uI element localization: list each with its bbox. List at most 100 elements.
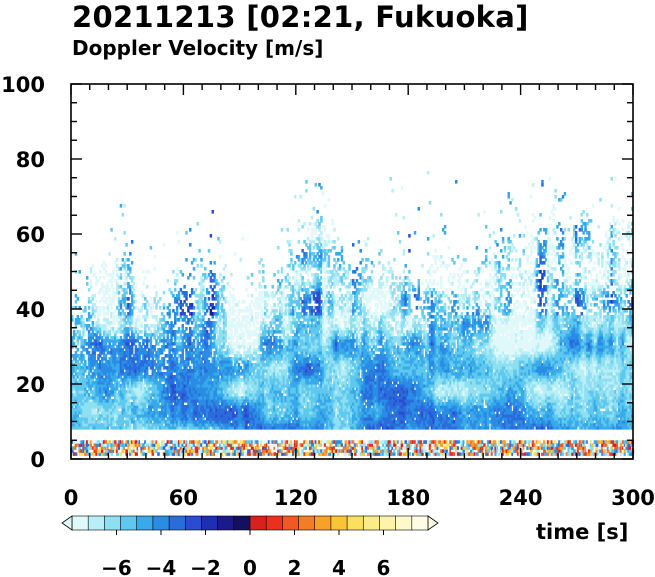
heatmap-cell — [177, 423, 181, 427]
heatmap-cell — [295, 330, 299, 334]
heatmap-cell — [254, 420, 258, 424]
heatmap-cell — [190, 369, 194, 373]
heatmap-cell — [245, 324, 248, 328]
heatmap-cell — [265, 363, 269, 367]
heatmap-cell — [155, 420, 158, 424]
heatmap-cell — [308, 411, 312, 415]
heatmap-cell — [278, 324, 282, 328]
heatmap-cell — [207, 360, 211, 364]
heatmap-cell — [262, 378, 265, 382]
heatmap-cell — [233, 399, 237, 403]
heatmap-cell — [305, 252, 308, 256]
heatmap-cell — [100, 288, 104, 292]
heatmap-cell — [119, 402, 123, 406]
heatmap-cell — [125, 354, 128, 358]
heatmap-cell — [84, 417, 87, 421]
heatmap-cell — [273, 414, 276, 418]
heatmap-cell — [248, 312, 252, 316]
heatmap-cell — [183, 390, 186, 394]
heatmap-cell — [138, 351, 141, 355]
heatmap-cell — [151, 360, 155, 364]
heatmap-cell — [198, 309, 201, 313]
heatmap-cell — [303, 396, 306, 400]
heatmap-cell — [168, 354, 171, 358]
heatmap-cell — [292, 330, 295, 334]
heatmap-cell — [174, 354, 177, 358]
heatmap-cell — [237, 423, 241, 427]
heatmap-cell — [189, 372, 192, 376]
heatmap-cell — [145, 399, 149, 403]
heatmap-cell — [218, 333, 222, 337]
heatmap-cell — [104, 333, 108, 337]
heatmap-cell — [308, 384, 312, 388]
heatmap-cell — [205, 390, 209, 394]
heatmap-cell — [170, 366, 173, 370]
heatmap-cell — [71, 318, 74, 322]
heatmap-cell — [115, 417, 119, 421]
heatmap-cell — [228, 321, 231, 325]
heatmap-cell — [200, 372, 203, 376]
heatmap-cell — [290, 381, 293, 385]
heatmap-cell — [202, 372, 205, 376]
heatmap-cell — [155, 378, 158, 382]
heatmap-cell — [220, 303, 224, 307]
heatmap-cell — [108, 300, 111, 304]
heatmap-cell — [89, 327, 93, 331]
heatmap-cell — [110, 351, 113, 355]
heatmap-cell — [183, 399, 186, 403]
heatmap-cell — [295, 291, 299, 295]
heatmap-cell — [269, 369, 273, 373]
heatmap-cell — [269, 408, 273, 412]
heatmap-cell — [245, 381, 248, 385]
heatmap-cell — [121, 420, 125, 424]
heatmap-cell — [239, 345, 243, 349]
heatmap-cell — [170, 387, 173, 391]
heatmap-cell — [157, 402, 160, 406]
heatmap-cell — [190, 360, 194, 364]
heatmap-cell — [114, 387, 117, 391]
heatmap-cell — [303, 390, 306, 394]
heatmap-cell — [256, 315, 259, 319]
heatmap-cell — [144, 315, 147, 319]
heatmap-cell — [72, 408, 76, 412]
heatmap-cell — [198, 333, 201, 337]
heatmap-cell — [282, 348, 286, 352]
heatmap-cell — [160, 363, 164, 367]
heatmap-cell — [269, 366, 273, 370]
heatmap-cell — [136, 402, 140, 406]
heatmap-cell — [132, 414, 136, 418]
heatmap-cell — [162, 387, 166, 391]
heatmap-cell — [290, 423, 293, 427]
heatmap-cell — [170, 426, 173, 430]
heatmap-cell — [278, 381, 282, 385]
heatmap-cell — [275, 381, 278, 385]
heatmap-cell — [260, 321, 263, 325]
heatmap-cell — [252, 378, 256, 382]
heatmap-cell — [127, 396, 130, 400]
heatmap-cell — [310, 414, 314, 418]
heatmap-cell — [175, 402, 179, 406]
heatmap-cell — [299, 285, 303, 289]
heatmap-cell — [175, 369, 179, 373]
heatmap-cell — [260, 378, 263, 382]
heatmap-cell — [282, 360, 286, 364]
heatmap-cell — [232, 297, 235, 301]
heatmap-cell — [85, 366, 89, 370]
heatmap-cell — [260, 294, 263, 298]
heatmap-cell — [129, 408, 132, 412]
heatmap-cell — [220, 417, 224, 421]
heatmap-cell — [297, 327, 301, 331]
heatmap-cell — [301, 402, 304, 406]
heatmap-cell — [174, 369, 177, 373]
heatmap-cell — [189, 348, 192, 352]
heatmap-cell — [224, 381, 228, 385]
heatmap-cell — [286, 381, 289, 385]
heatmap-cell — [207, 378, 211, 382]
heatmap-cell — [123, 288, 126, 292]
heatmap-cell — [280, 369, 284, 373]
heatmap-cell — [293, 417, 297, 421]
heatmap-cell — [284, 381, 288, 385]
heatmap-cell — [260, 390, 263, 394]
heatmap-cell — [297, 330, 301, 334]
heatmap-cell — [295, 423, 299, 427]
